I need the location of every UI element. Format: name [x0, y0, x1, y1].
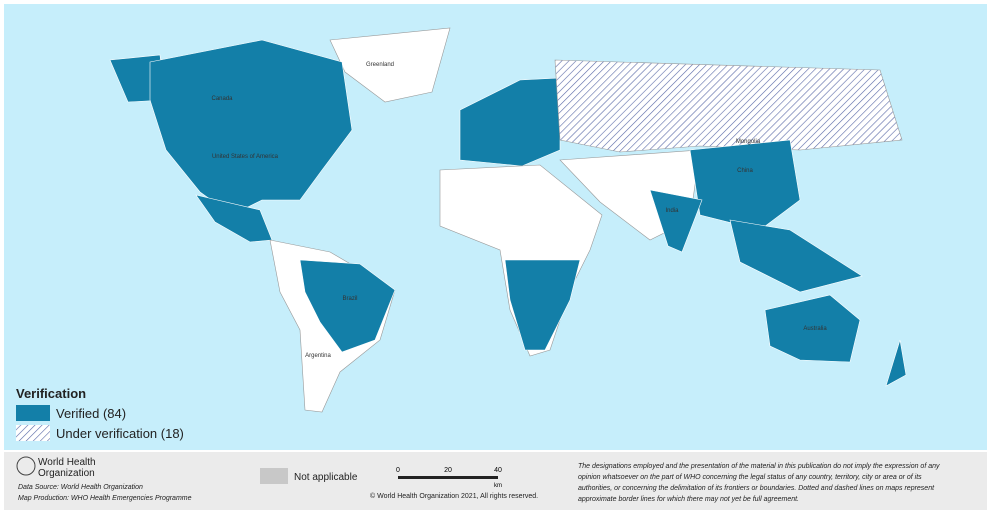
country-label: Australia [803, 326, 827, 332]
country-label: United States of America [212, 154, 279, 160]
country-label: Argentina [305, 353, 331, 359]
country-label: Canada [211, 96, 233, 102]
na-label: Not applicable [294, 472, 358, 483]
scale-unit: km [494, 483, 502, 489]
country-label: Greenland [366, 62, 394, 68]
footer [4, 452, 987, 510]
legend-title: Verification [16, 386, 86, 401]
disclaimer: authorities, or concerning the delimitat… [578, 485, 935, 492]
org-name: Organization [38, 468, 95, 479]
southeast-asia [729, 219, 863, 293]
scale-bar [398, 476, 498, 479]
disclaimer: approximate border lines for which there… [578, 496, 799, 503]
copyright: © World Health Organization 2021, All ri… [370, 492, 538, 500]
legend-label: Verified (84) [56, 406, 126, 421]
map-labels: Greenland Canada United States of America B… [211, 62, 827, 359]
europe [459, 77, 561, 167]
legend-swatch [16, 425, 50, 441]
disclaimer: opinion whatsoever on the part of WHO co… [578, 474, 922, 481]
russia [554, 59, 903, 153]
org-name: World Health [38, 457, 96, 468]
brazil [299, 259, 396, 353]
southern-africa [504, 259, 581, 351]
scale-label: 40 [494, 467, 502, 474]
new-zealand [885, 339, 907, 387]
scale-label: 20 [444, 467, 452, 474]
legend-swatch [16, 405, 50, 421]
data-source: Data Source: World Health Organization [18, 484, 143, 491]
north-america [149, 39, 353, 216]
country-label: Brazil [342, 296, 357, 302]
australia [764, 294, 861, 363]
who-logo [16, 456, 36, 476]
country-label: India [665, 208, 679, 214]
na-swatch [260, 468, 288, 484]
central-america [195, 194, 273, 243]
scale-label: 0 [396, 467, 400, 474]
country-label: China [737, 168, 753, 174]
land [109, 27, 907, 413]
legend-label: Under verification (18) [56, 426, 184, 441]
country-label: Mongolia [736, 139, 761, 145]
disclaimer: The designations employed and the presen… [578, 463, 940, 470]
india [649, 189, 703, 253]
map-production: Map Production: WHO Health Emergencies P… [18, 495, 192, 502]
